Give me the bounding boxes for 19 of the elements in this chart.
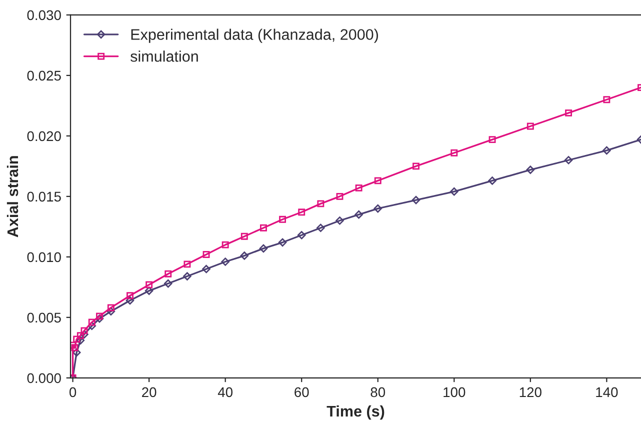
x-tick-label: 20 (142, 387, 156, 398)
x-tick-label: 80 (370, 387, 386, 398)
x-tick-label: 120 (520, 387, 542, 398)
x-tick-label: 0 (69, 387, 76, 398)
x-tick-label: 60 (294, 387, 309, 398)
x-tick-label: 140 (596, 387, 618, 398)
y-tick-label: 0.010 (27, 252, 61, 262)
y-tick-label: 0.030 (27, 10, 61, 20)
legend-label: simulation (130, 50, 198, 62)
y-axis-title: Axial strain (6, 156, 18, 238)
y-tick-label: 0.025 (27, 70, 61, 81)
x-tick-label: 100 (444, 387, 466, 398)
y-tick-label: 0.005 (27, 312, 61, 323)
y-tick-label: 0.020 (27, 131, 61, 142)
y-tick-label: 0.000 (27, 373, 61, 384)
legend-label: Experimental data (Khanzada, 2000) (131, 28, 378, 43)
x-tick-label: 40 (218, 387, 233, 398)
y-tick-label: 0.015 (27, 192, 61, 202)
x-axis-title: Time (s) (326, 405, 384, 420)
